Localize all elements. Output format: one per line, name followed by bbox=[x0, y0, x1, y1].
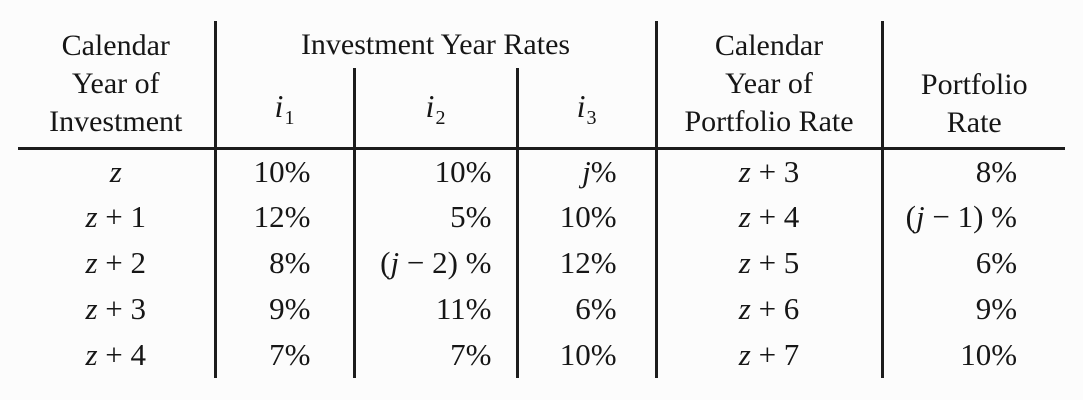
cell-i3-rate: 10% bbox=[517, 332, 658, 378]
cell-investment-year: z + 2 bbox=[18, 240, 217, 286]
cell-i1-rate: 12% bbox=[215, 194, 356, 240]
cell-i3-rate: 12% bbox=[517, 240, 658, 286]
cell-i2-rate: (j − 2) % bbox=[354, 240, 519, 286]
header-i2: i2 bbox=[354, 68, 519, 150]
header-i3: i3 bbox=[517, 68, 658, 150]
cell-portfolio-rate: 9% bbox=[975, 291, 1018, 326]
cell-portfolio-year: z + 4 bbox=[656, 194, 884, 240]
cell-investment-year: z + 1 bbox=[18, 194, 217, 240]
cell-portfolio-rate: (j − 1) % bbox=[905, 199, 1018, 234]
cell-i1-rate: 9% bbox=[215, 286, 356, 332]
i1-symbol: i1 bbox=[274, 88, 295, 130]
header-line: Year of bbox=[71, 66, 160, 100]
cell-i1-rate: 7% bbox=[215, 332, 356, 378]
scanned-page: Calendar Year of Investment Investment Y… bbox=[18, 21, 1066, 378]
header-line: Year of bbox=[725, 66, 813, 100]
table-row: z + 3 9% 11% 6% z + 6 9% bbox=[18, 286, 1065, 332]
cell-i2-rate: 5% bbox=[354, 194, 519, 240]
cell-portfolio-year: z + 5 bbox=[656, 240, 884, 286]
table-header: Calendar Year of Investment Investment Y… bbox=[18, 21, 1066, 150]
header-line: Investment bbox=[49, 104, 183, 138]
cell-i3-rate: 6% bbox=[517, 286, 658, 332]
header-row-1: Calendar Year of Investment Investment Y… bbox=[18, 21, 1066, 150]
header-investment-year-rates-group: Investment Year Rates bbox=[215, 21, 658, 68]
header-line: Portfolio bbox=[920, 67, 1028, 101]
cell-i3-rate: 10% bbox=[517, 194, 658, 240]
cell-investment-year: z + 3 bbox=[18, 286, 217, 332]
cell-portfolio-year: z + 3 bbox=[656, 148, 884, 194]
cell-portfolio-rate: 6% bbox=[975, 245, 1018, 280]
header-portfolio-rate: Portfolio Rate bbox=[882, 21, 1066, 150]
header-row-2: i1 i2 i3 bbox=[18, 68, 1065, 150]
cell-portfolio-year: z + 6 bbox=[656, 286, 884, 332]
table-row: z + 1 12% 5% 10% z + 4 (j − 1) % bbox=[18, 194, 1065, 240]
header-calendar-year-of-portfolio-rate: Calendar Year of Portfolio Rate bbox=[656, 21, 884, 150]
header-calendar-year-of-investment: Calendar Year of Investment bbox=[18, 21, 217, 150]
header-line: Calendar bbox=[714, 28, 824, 62]
header-line: Calendar bbox=[61, 28, 170, 62]
table-row: z + 2 8% (j − 2) % 12% z + 5 6% bbox=[18, 240, 1065, 286]
cell-i2-rate: 11% bbox=[354, 286, 519, 332]
cell-i1-rate: 8% bbox=[215, 240, 356, 286]
table-row: z + 4 7% 7% 10% z + 7 10% bbox=[18, 332, 1065, 378]
header-line: Rate bbox=[946, 105, 1002, 139]
table-body: z 10% 10% j% z + 3 8% z + 1 12% 5% 10% z… bbox=[18, 148, 1065, 378]
investment-year-portfolio-rate-table: Calendar Year of Investment Investment Y… bbox=[18, 21, 1066, 378]
header-line: Portfolio Rate bbox=[684, 104, 854, 138]
header-i1: i1 bbox=[215, 68, 356, 150]
i2-symbol: i2 bbox=[425, 88, 446, 130]
cell-i1-rate: 10% bbox=[215, 148, 356, 194]
cell-i2-rate: 7% bbox=[354, 332, 519, 378]
table-row: z 10% 10% j% z + 3 8% bbox=[18, 148, 1065, 194]
cell-investment-year: z + 4 bbox=[18, 332, 217, 378]
cell-portfolio-year: z + 7 bbox=[656, 332, 884, 378]
cell-portfolio-rate: 10% bbox=[960, 337, 1018, 372]
cell-i3-rate: j% bbox=[517, 148, 658, 194]
cell-investment-year: z bbox=[18, 148, 217, 194]
cell-i2-rate: 10% bbox=[354, 148, 519, 194]
i3-symbol: i3 bbox=[576, 88, 597, 130]
cell-portfolio-rate: 8% bbox=[975, 153, 1018, 189]
